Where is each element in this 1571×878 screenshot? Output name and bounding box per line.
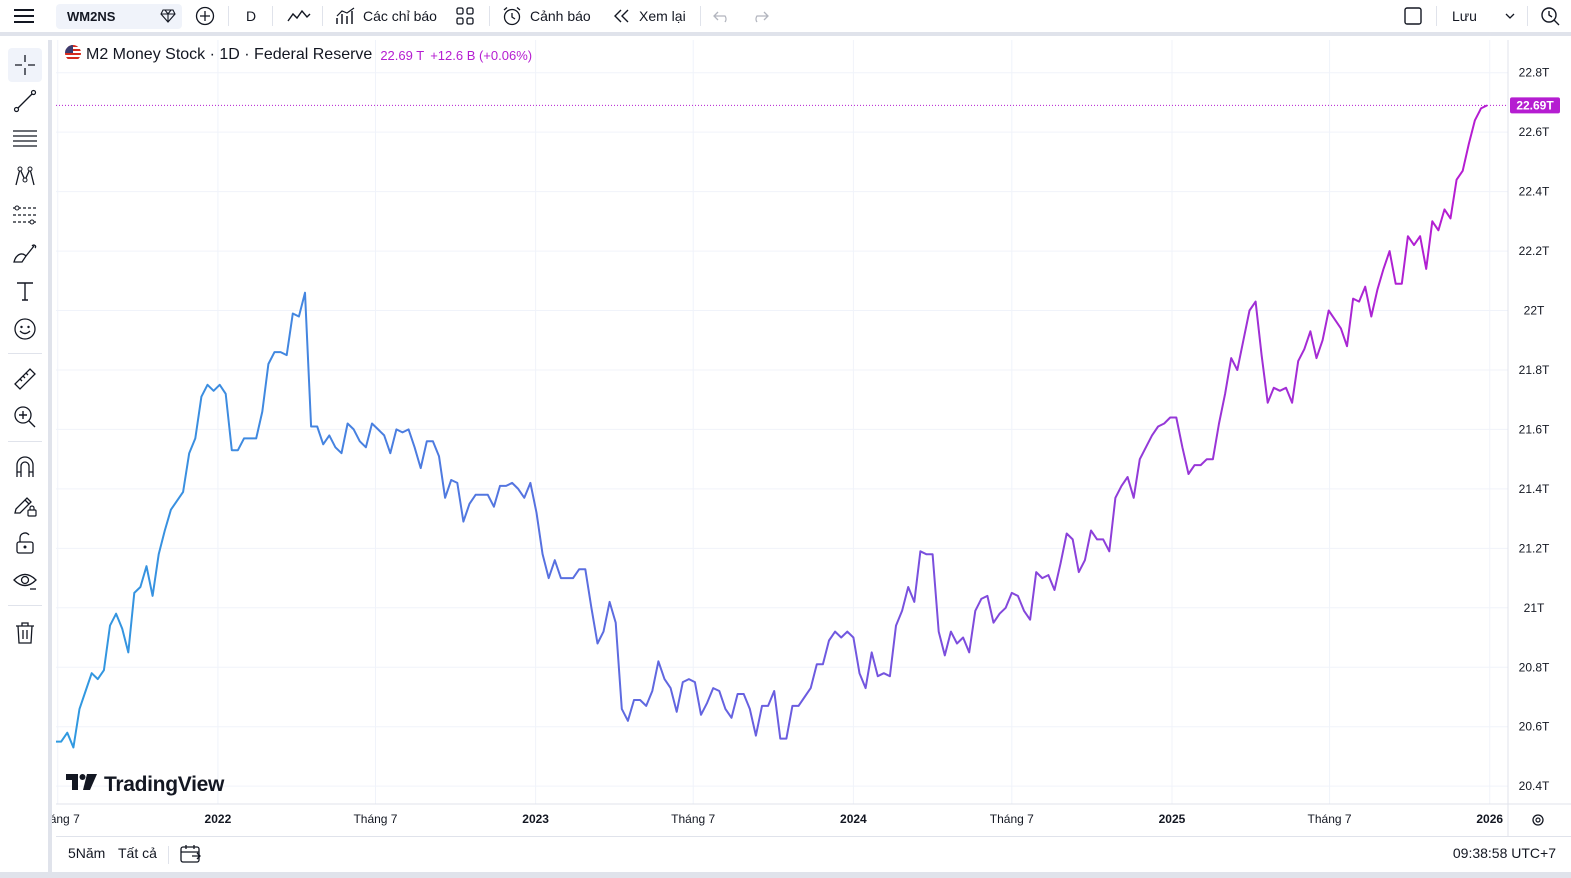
interval-button[interactable]: D [246,8,257,24]
bottom-toolbar: 5Năm Tất cả 09:38:58 UTC+7 [56,836,1571,872]
drawing-toolbar [0,40,52,878]
y-tick-label: 22.2T [1519,244,1550,258]
y-tick-label: 21.4T [1519,482,1550,496]
zoom-in-icon[interactable] [8,400,42,434]
x-tick-label: 2026 [1476,812,1503,826]
eye-visibility-icon[interactable] [8,564,42,598]
vertical-grid [57,40,1491,804]
last-price-tag-label: 22.69T [1516,98,1554,112]
trend-line-icon[interactable] [8,84,42,118]
x-tick-label: Tháng 7 [353,812,397,826]
series-title[interactable]: M2 Money Stock · 1D · Federal Reserve [86,46,373,63]
series-change: +12.6 B (+0.06%) [430,47,533,63]
x-tick-label: Tháng 7 [1308,812,1352,826]
bottom-border [0,872,1571,878]
y-tick-label: 21.2T [1519,541,1550,555]
tradingview-watermark: TradingView [66,772,224,797]
templates-grid-icon[interactable] [456,0,474,32]
range-all-button[interactable]: Tất cả [118,845,157,861]
symbol-name: WM2NS [67,9,116,24]
x-tick-label: 2022 [205,812,232,826]
unlock-icon[interactable] [8,526,42,560]
indicators-label: Các chỉ báo [363,8,437,24]
alerts-label: Cảnh báo [530,8,591,24]
indicators-button[interactable]: Các chỉ báo [336,0,437,32]
top-toolbar: WM2NS D Các chỉ báo Cảnh báo Xem lại [0,0,1571,36]
x-tick-label: 2024 [840,812,867,826]
x-tick-label: 2023 [522,812,549,826]
y-tick-label: 22T [1524,304,1545,318]
replay-button[interactable]: Xem lại [613,0,686,32]
x-tick-label: Tháng 7 [671,812,715,826]
symbol-search[interactable]: WM2NS [56,4,182,29]
indicators-icon [336,7,356,25]
brush-icon[interactable] [8,236,42,270]
diamond-icon[interactable] [160,9,176,28]
y-tick-label: 20.8T [1519,660,1550,674]
y-tick-label: 22.8T [1519,66,1550,80]
text-tool-icon[interactable] [8,274,42,308]
settings-gear-icon[interactable] [1532,814,1544,826]
y-tick-label: 21.6T [1519,422,1550,436]
y-tick-label: 20.6T [1519,720,1550,734]
price-axis-labels: 22.8T 22.6T 22.4T 22.2T 22T 21.8T 21.6T 21.4T 21… [1519,66,1550,793]
magnet-icon[interactable] [8,450,42,484]
x-tick-label: 2025 [1159,812,1186,826]
us-flag-icon [64,44,82,67]
emoji-icon[interactable] [8,312,42,346]
x-tick-label: Tháng 7 [990,812,1034,826]
chart-legend: M2 Money Stock · 1D · Federal Reserve 22… [64,44,532,66]
clock-time-label[interactable]: 09:38:58 UTC+7 [1452,845,1556,861]
tradingview-wordmark: TradingView [104,772,225,796]
prediction-measure-icon[interactable] [8,198,42,232]
series-line-m2 [56,104,1488,749]
pattern-icon[interactable] [8,160,42,194]
undo-icon[interactable] [713,0,731,32]
compare-add-icon[interactable] [195,0,215,32]
y-tick-label: 21T [1524,601,1545,615]
y-tick-label: 22.6T [1519,125,1550,139]
menu-hamburger-icon[interactable] [14,0,34,32]
tradingview-logo-icon [66,772,98,797]
ruler-icon[interactable] [8,362,42,396]
redo-icon[interactable] [751,0,769,32]
replay-label: Xem lại [639,8,686,24]
series-last-value: 22.69 T [380,47,425,63]
goto-date-calendar-icon[interactable] [180,844,202,867]
fib-retracement-icon[interactable] [8,122,42,156]
horizontal-grid [56,72,1508,787]
layout-square-icon[interactable] [1403,0,1423,32]
lock-drawing-pencil-icon[interactable] [8,488,42,522]
chevron-down-icon[interactable] [1504,0,1516,32]
trash-icon[interactable] [8,616,42,650]
time-axis-labels: Tháng 7 2022 Tháng 7 2023 Tháng 7 2024 Tháng 7… [36,812,1504,826]
y-tick-label: 21.8T [1519,363,1550,377]
save-button[interactable]: Lưu [1452,8,1477,24]
last-price-tag: 22.69T [1510,97,1560,114]
crosshair-icon[interactable] [8,48,42,82]
y-tick-label: 22.4T [1519,185,1550,199]
quick-search-icon[interactable] [1539,0,1561,32]
range-5y-button[interactable]: 5Năm [68,845,106,861]
alarm-clock-icon [502,6,522,26]
alerts-button[interactable]: Cảnh báo [502,0,591,32]
rewind-icon [613,9,631,23]
y-tick-label: 20.4T [1519,779,1550,793]
chart-style-icon[interactable] [287,0,311,32]
